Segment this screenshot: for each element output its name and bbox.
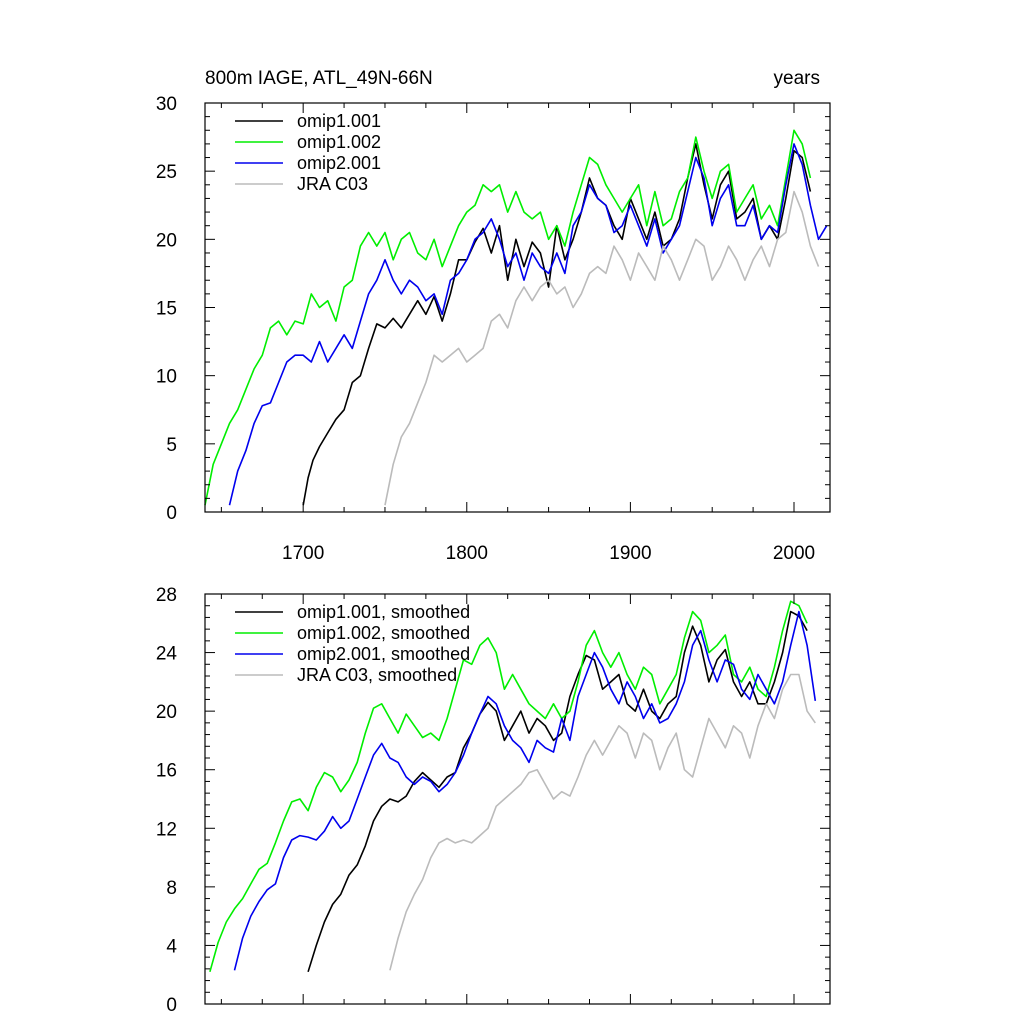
y-tick-label: 25 [156,162,177,183]
units-label: years [774,68,820,89]
series-line-4 [389,673,816,971]
legend-label: omip1.001, smoothed [297,602,470,622]
x-tick-label: 2000 [773,543,815,564]
x-tick-label: 1800 [446,543,488,564]
y-tick-label: 12 [156,819,177,840]
series-line-4 [384,190,820,506]
chart-panel-1: 1700 1800 1900 2000 0 5 10 15 20 25 30 800m IAGE, A… [156,68,831,564]
y-tick-label: 0 [166,503,177,524]
y-tick-label: 8 [166,878,177,899]
y-tick-label: 15 [156,299,177,320]
legend-label: omip1.002 [297,132,381,152]
y-tick-label: 20 [156,230,177,251]
y-tick-label: 10 [156,367,177,388]
y-tick-label: 0 [166,995,177,1016]
series-line-2 [204,129,812,506]
x-tick-label: 1700 [282,543,324,564]
y-tick-label: 20 [156,702,177,723]
legend-label: omip2.001, smoothed [297,644,470,664]
legend-label: JRA C03, smoothed [297,665,457,685]
y-tick-label: 30 [156,94,177,115]
legend-label: JRA C03 [297,174,368,194]
y-tick-label: 28 [156,585,177,606]
legend-label: omip1.001 [297,111,381,131]
y-tick-label: 16 [156,761,177,782]
legend-label: omip2.001 [297,153,381,173]
series-line-2 [209,600,808,973]
y-tick-label: 5 [166,435,177,456]
chart-title: 800m IAGE, ATL_49N-66N [205,68,433,89]
y-tick-label: 24 [156,644,178,665]
chart-panel-2: 0 4 8 12 16 20 24 28 omip1.001, smoothedomip1.00… [156,585,831,1016]
plot-frame [204,593,831,1005]
series-line-3 [233,610,817,971]
x-tick-label: 1900 [609,543,651,564]
series-line-3 [228,143,828,506]
legend-label: omip1.002, smoothed [297,623,470,643]
series-line-1 [302,143,812,506]
y-tick-label: 4 [166,936,177,957]
